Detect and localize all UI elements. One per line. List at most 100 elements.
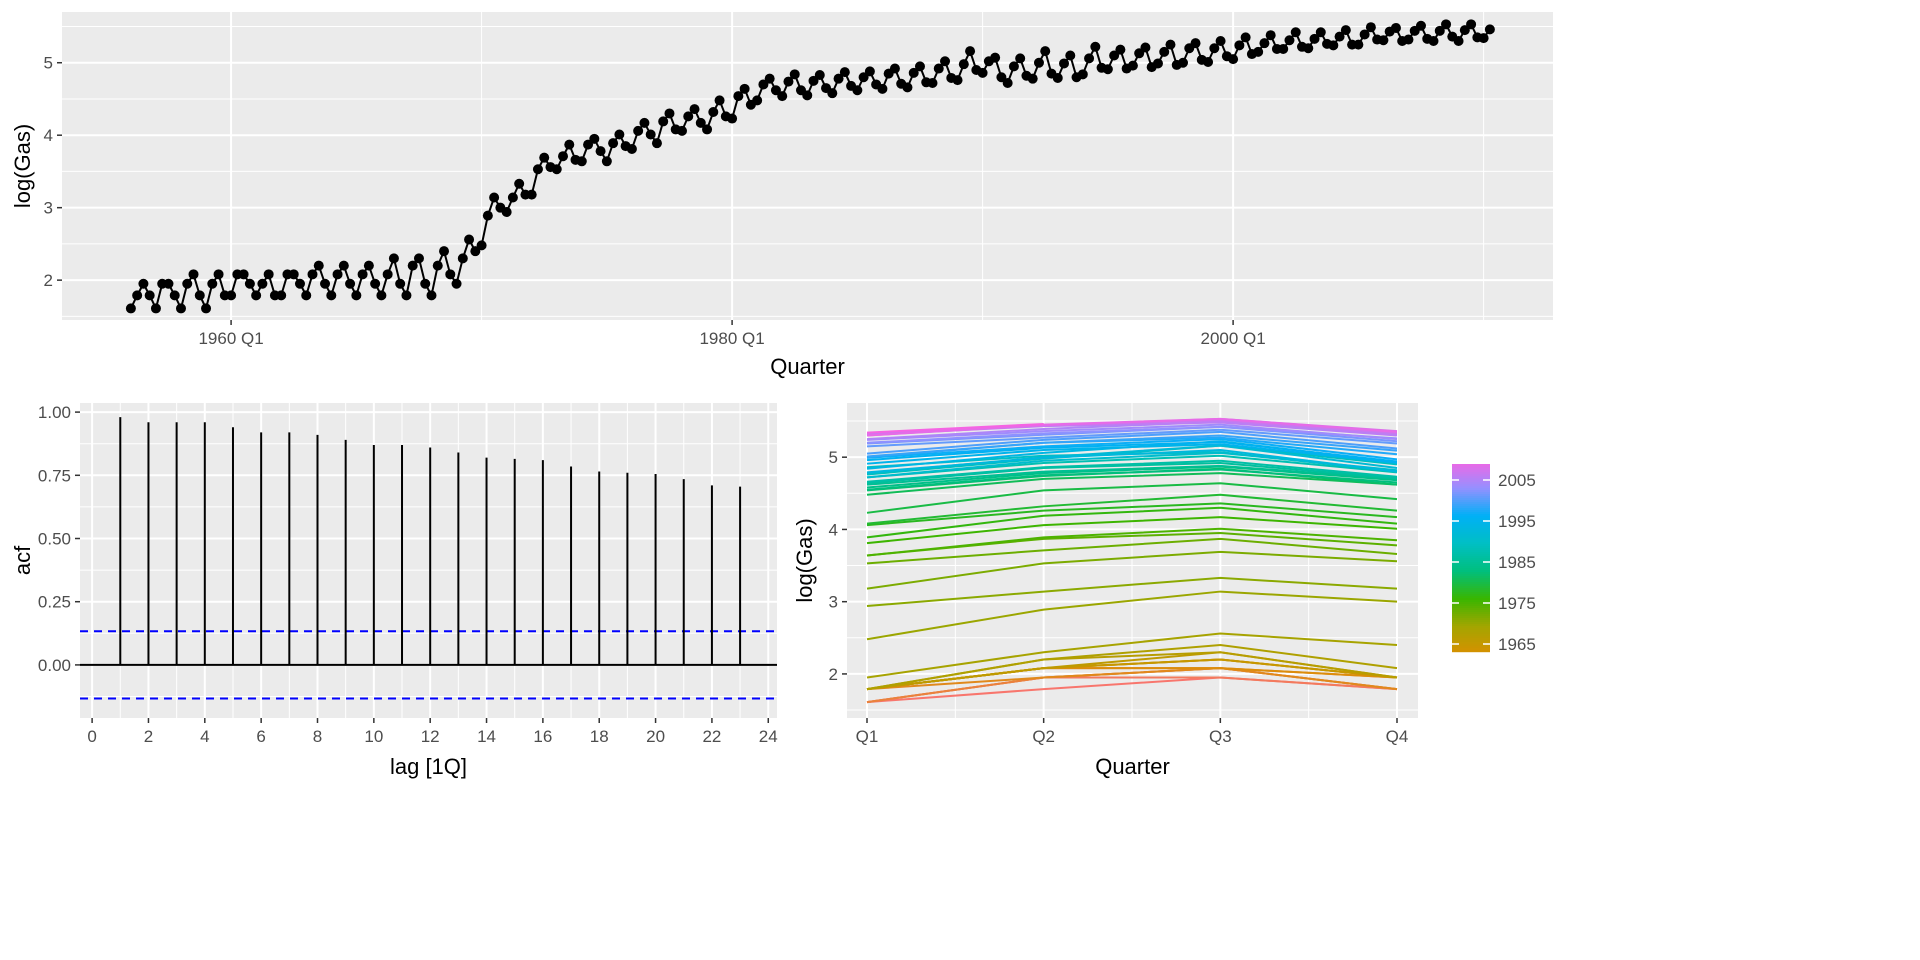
colorbar-segment [1452, 558, 1490, 561]
timeseries-panel [62, 12, 1553, 320]
data-point [188, 269, 199, 280]
colorbar-segment [1452, 588, 1490, 591]
data-point [388, 253, 399, 264]
colorbar-segment [1452, 628, 1490, 631]
data-point [426, 290, 437, 301]
colorbar-segment [1452, 504, 1490, 507]
colorbar-segment [1452, 464, 1490, 467]
season-line-1985 [866, 464, 1398, 486]
x-axis-title: Quarter [770, 354, 845, 379]
data-point [1152, 58, 1163, 69]
data-point [940, 56, 951, 67]
data-point [1428, 35, 1439, 46]
y-tick-label: 2 [44, 271, 53, 290]
data-point [645, 129, 656, 140]
colorbar-segment [1452, 622, 1490, 625]
colorbar-segment [1452, 522, 1490, 525]
colorbar-segment [1452, 510, 1490, 513]
colorbar-segment [1452, 610, 1490, 613]
data-point [708, 107, 719, 118]
colorbar-segment [1452, 648, 1490, 651]
season-line-1973 [866, 537, 1398, 565]
data-point [727, 113, 738, 124]
data-point [1434, 25, 1445, 36]
colorbar-segment [1452, 572, 1490, 575]
data-point [413, 253, 424, 264]
x-tick-label: Q1 [856, 727, 879, 746]
data-point [276, 290, 287, 301]
data-point [1102, 64, 1113, 75]
colorbar-segment [1452, 506, 1490, 509]
season-line-1981 [866, 472, 1398, 496]
data-point [1052, 72, 1063, 83]
y-tick-label: 0.50 [38, 530, 71, 549]
legend-label: 1995 [1498, 512, 1536, 531]
colorbar-segment [1452, 480, 1490, 483]
data-point [320, 278, 331, 289]
data-point [132, 290, 143, 301]
colorbar-segment [1452, 596, 1490, 599]
colorbar-segment [1452, 546, 1490, 549]
data-point [1140, 42, 1151, 53]
x-tick-label: 14 [477, 727, 496, 746]
colorbar-segment [1452, 620, 1490, 623]
season-line-1972 [866, 550, 1398, 590]
colorbar-segment [1452, 472, 1490, 475]
season-line-1979 [866, 493, 1398, 525]
data-point [1315, 27, 1326, 38]
x-axis-title: Quarter [1095, 754, 1170, 779]
x-tick-label: 16 [533, 727, 552, 746]
acf-panel [80, 403, 777, 718]
season-line-2000 [866, 430, 1398, 455]
data-point [1253, 46, 1264, 57]
colorbar-segment [1452, 580, 1490, 583]
data-point [407, 260, 418, 271]
colorbar-segment [1452, 594, 1490, 597]
data-point [777, 91, 788, 102]
data-point [902, 82, 913, 93]
data-point [958, 59, 969, 70]
season-line-1980 [866, 482, 1398, 514]
data-point [814, 70, 825, 81]
season-line-1999 [866, 434, 1398, 458]
colorbar-segment [1452, 638, 1490, 641]
data-point [1228, 54, 1239, 65]
colorbar-segment [1452, 490, 1490, 493]
data-point [1127, 60, 1138, 71]
season-line-1996 [866, 441, 1398, 463]
data-point [1403, 34, 1414, 45]
data-point [758, 79, 769, 90]
data-point [965, 46, 976, 57]
colorbar-segment [1452, 542, 1490, 545]
data-point [833, 73, 844, 84]
data-point [357, 269, 368, 280]
data-point [1008, 61, 1019, 72]
season-line-1987 [866, 459, 1398, 483]
data-point [683, 111, 694, 122]
colorbar-segment [1452, 632, 1490, 635]
y-axis-title: log(Gas) [10, 124, 35, 208]
colorbar-segment [1452, 614, 1490, 617]
colorbar-segment [1452, 586, 1490, 589]
data-point [689, 104, 700, 115]
data-point [464, 234, 475, 245]
colorbar-segment [1452, 498, 1490, 501]
colorbar-segment [1452, 544, 1490, 547]
data-point [1466, 19, 1477, 30]
data-point [169, 290, 180, 301]
data-point [1359, 29, 1370, 40]
data-point [1441, 19, 1452, 30]
data-point [420, 278, 431, 289]
x-tick-label: 24 [759, 727, 778, 746]
data-point [514, 178, 525, 189]
data-point [1309, 33, 1320, 44]
data-point [1165, 39, 1176, 50]
data-point [1390, 22, 1401, 33]
x-tick-label: 1980 Q1 [699, 329, 764, 348]
colorbar-segment [1452, 512, 1490, 515]
data-point [733, 91, 744, 102]
data-point [1340, 25, 1351, 36]
season-line-2009 [866, 417, 1398, 437]
colorbar-segment [1452, 616, 1490, 619]
season-line-1984 [866, 465, 1398, 489]
